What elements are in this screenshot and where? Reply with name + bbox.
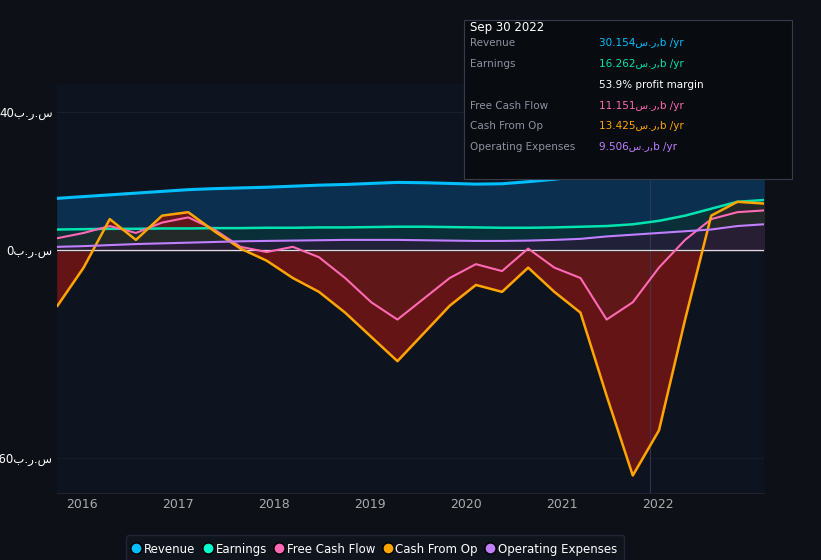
Text: Cash From Op: Cash From Op bbox=[470, 122, 543, 132]
Text: 30.154س.ر,b /yr: 30.154س.ر,b /yr bbox=[599, 39, 684, 49]
Text: 53.9% profit margin: 53.9% profit margin bbox=[599, 80, 704, 90]
Text: 16.262س.ر,b /yr: 16.262س.ر,b /yr bbox=[599, 59, 684, 69]
Text: 11.151س.ر,b /yr: 11.151س.ر,b /yr bbox=[599, 101, 684, 111]
Legend: Revenue, Earnings, Free Cash Flow, Cash From Op, Operating Expenses: Revenue, Earnings, Free Cash Flow, Cash … bbox=[126, 535, 624, 560]
Text: 13.425س.ر,b /yr: 13.425س.ر,b /yr bbox=[599, 122, 684, 132]
Text: Operating Expenses: Operating Expenses bbox=[470, 142, 575, 152]
Text: Earnings: Earnings bbox=[470, 59, 515, 69]
Text: 9.506س.ر,b /yr: 9.506س.ر,b /yr bbox=[599, 142, 677, 152]
Text: Revenue: Revenue bbox=[470, 39, 515, 49]
Text: Free Cash Flow: Free Cash Flow bbox=[470, 101, 548, 111]
Text: Sep 30 2022: Sep 30 2022 bbox=[470, 21, 544, 34]
